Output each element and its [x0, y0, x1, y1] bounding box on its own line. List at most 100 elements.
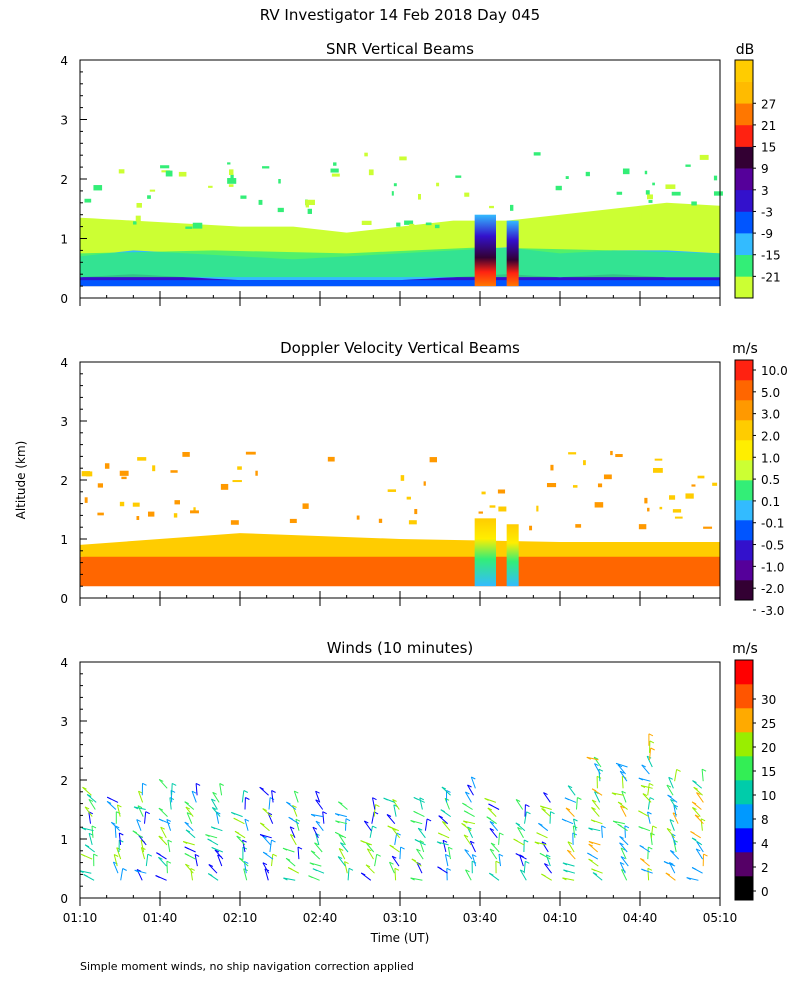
snr-echo-fleck — [330, 168, 339, 173]
wind-barb — [310, 850, 321, 860]
wind-barb-flag — [158, 856, 163, 860]
winds-colorbar-swatch — [735, 804, 753, 829]
snr-echo-fleck — [228, 184, 234, 187]
wind-barb-flag — [465, 791, 470, 795]
velocity-layer-yellow — [80, 533, 720, 557]
wind-barb — [166, 819, 172, 831]
snr-echo-fleck — [178, 171, 187, 177]
wind-barb-flag — [692, 807, 697, 810]
velocity-colorbar-swatch — [735, 560, 753, 581]
velocity-echo-fleck — [378, 518, 383, 523]
wind-barb — [620, 856, 629, 867]
wind-barb — [262, 862, 270, 874]
wind-barb-flag — [259, 834, 265, 837]
wind-barb-flag — [591, 807, 596, 810]
snr-echo-fleck — [713, 191, 723, 196]
snr-echo-fleck — [425, 222, 432, 226]
wind-barb — [262, 808, 273, 817]
velocity-colorbar-label: 0.1 — [761, 495, 780, 509]
wind-barb — [312, 826, 319, 839]
velocity-colorbar-label: -0.1 — [761, 517, 784, 531]
winds-plot — [79, 733, 708, 881]
snr-colorbar-label: -15 — [761, 249, 781, 263]
wind-barb — [464, 791, 472, 803]
wind-barb-flag — [410, 820, 415, 823]
wind-barb-flag — [620, 805, 625, 809]
wind-barb — [113, 854, 118, 867]
wind-barb-flag — [375, 804, 380, 808]
snr-colorbar-label: -21 — [761, 270, 781, 284]
wind-barb — [373, 804, 376, 817]
wind-barb-flag — [525, 860, 530, 864]
wind-barb-flag — [312, 826, 318, 830]
wind-barb-flag — [119, 832, 124, 836]
wind-barb — [621, 776, 624, 789]
time-tick-label: 04:40 — [623, 911, 658, 925]
wind-barb — [79, 870, 92, 874]
wind-barb — [295, 819, 300, 831]
wind-barb-flag — [289, 826, 295, 830]
velocity-echo-fleck — [132, 502, 140, 507]
wind-barb — [271, 790, 274, 803]
wind-barb-flag — [472, 854, 477, 858]
snr-echo-fleck — [639, 213, 642, 220]
wind-barb-flag — [652, 825, 657, 829]
wind-barb-flag — [672, 812, 678, 816]
wind-barb — [186, 812, 193, 824]
velocity-echo-fleck — [152, 465, 156, 472]
x-axis-label: Time (UT) — [370, 931, 430, 945]
snr-colorbar: -21 -15 -9 -3 3 9 15 21 27 — [734, 59, 781, 299]
wind-barb — [619, 836, 629, 846]
snr-echo-fleck — [644, 170, 648, 175]
wind-barb-flag — [156, 852, 161, 856]
wind-barb-flag — [587, 852, 592, 856]
wind-barb — [82, 786, 92, 796]
wind-barb — [217, 854, 223, 867]
panel-velocity: Doppler Velocity Vertical Beams m/s 0 1 2 3… — [60, 339, 787, 618]
winds-colorbar-swatch — [735, 828, 753, 853]
winds-colorbar-swatch — [735, 780, 753, 805]
wind-barb — [487, 807, 497, 817]
wind-barb-flag — [387, 825, 392, 829]
wind-barb-flag — [210, 826, 216, 830]
wind-barb — [392, 799, 400, 810]
winds-colorbar-label: 25 — [761, 717, 776, 731]
velocity-echo-fleck — [669, 495, 676, 500]
wind-barb-flag — [467, 784, 472, 788]
wind-barb-flag — [490, 842, 496, 846]
wind-barb-flag — [470, 840, 475, 844]
wind-barb-flag — [467, 826, 472, 830]
wind-barb — [572, 825, 576, 838]
wind-barb-flag — [567, 785, 573, 789]
snr-colorbar-label: 15 — [761, 141, 776, 155]
wind-barb-flag — [561, 818, 567, 822]
wind-barb — [244, 819, 249, 831]
time-tick-label: 01:10 — [63, 911, 98, 925]
wind-barb-flag — [290, 834, 295, 837]
wind-barb — [369, 825, 373, 838]
velocity-echo-fleck — [489, 505, 496, 508]
wind-barb-flag — [484, 797, 489, 801]
wind-barb-flag — [695, 848, 701, 852]
snr-echo-fleck — [136, 202, 142, 208]
velocity-echo-fleck — [615, 454, 623, 458]
wind-barb-flag — [499, 832, 504, 836]
wind-barb-flag — [194, 853, 200, 857]
wind-barb — [416, 862, 423, 874]
wind-barb — [447, 847, 451, 860]
wind-barb — [617, 764, 626, 775]
wind-barb — [208, 864, 218, 874]
velocity-echo-fleck — [597, 483, 603, 488]
wind-barb — [567, 841, 575, 853]
wind-barb-flag — [426, 818, 432, 822]
wind-barb-flag — [295, 818, 301, 822]
snr-echo-fleck — [368, 169, 374, 176]
wind-barb-flag — [386, 814, 392, 817]
snr-colorbar-swatch — [735, 211, 753, 234]
wind-barb-flag — [546, 854, 551, 858]
snr-colorbar-label: -3 — [761, 205, 773, 219]
wind-barb — [116, 847, 122, 860]
wind-barb — [650, 825, 654, 838]
wind-barb — [158, 835, 168, 846]
snr-ytick-label: 0 — [60, 292, 68, 306]
